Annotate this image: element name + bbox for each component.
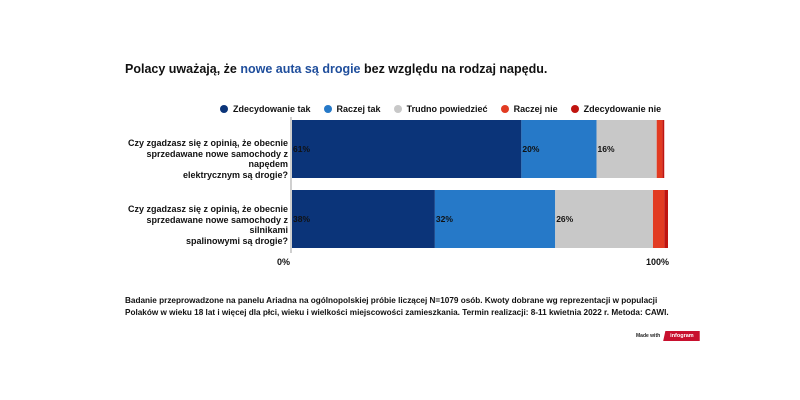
bar-segment[interactable] (664, 190, 668, 248)
category-label-line: sprzedawane nowe samochody z napędem (146, 148, 288, 170)
legend-label: Trudno powiedzieć (406, 104, 488, 114)
bar-segment[interactable] (521, 120, 597, 178)
made-with-label: Made with (636, 333, 661, 339)
legend-label: Raczej nie (513, 104, 558, 114)
bar-segment[interactable] (662, 120, 665, 178)
legend-item-zdecydowanie-nie[interactable]: Zdecydowanie nie (570, 104, 662, 114)
x-tick-0: 0% (277, 257, 291, 267)
legend-label: Raczej tak (336, 104, 381, 114)
bar-value-label: 38% (293, 214, 310, 224)
bar-segment[interactable] (555, 190, 653, 248)
bar-segment[interactable] (656, 120, 663, 178)
made-with-infogram-badge[interactable]: Made with infogram (636, 331, 700, 341)
bar-value-label: 32% (436, 214, 453, 224)
legend-swatch-icon (220, 105, 228, 113)
title-accent: nowe auta są drogie (240, 62, 361, 76)
bar-value-label: 61% (293, 144, 310, 154)
bar-segment[interactable] (292, 190, 435, 248)
bar-value-label: 26% (556, 214, 573, 224)
legend-swatch-icon (500, 105, 509, 113)
legend-item-zdecydowanie-tak[interactable]: Zdecydowanie tak (220, 104, 311, 114)
bar-segment[interactable] (652, 190, 665, 248)
category-label-line: sprzedawane nowe samochody z silnikami (146, 214, 288, 236)
bar-value-label: 16% (598, 144, 615, 154)
category-label-electric: Czy zgadzasz się z opinią, że obecnie sp… (120, 138, 288, 180)
category-label-line: Czy zgadzasz się z opinią, że obecnie (127, 204, 288, 214)
bars-group: 61% 20% 16% 38% 32% 26% (292, 120, 668, 248)
legend: Zdecydowanie tak Raczej tak Trudno powie… (220, 103, 674, 115)
chart-title: Polacy uważają, że nowe auta są drogie b… (125, 62, 547, 76)
legend-label: Zdecydowanie tak (233, 104, 311, 114)
legend-label: Zdecydowanie nie (583, 104, 662, 114)
category-label-line: elektrycznym są drogie? (182, 169, 288, 180)
title-part-2: bez względu na rodzaj napędu. (360, 62, 548, 76)
bar-value-label: 20% (522, 144, 539, 154)
bar-segment[interactable] (434, 190, 556, 248)
legend-swatch-icon (323, 105, 332, 113)
category-label-combustion: Czy zgadzasz się z opinią, że obecnie sp… (120, 204, 288, 246)
category-label-line: Czy zgadzasz się z opinią, że obecnie (127, 138, 288, 148)
legend-item-raczej-tak[interactable]: Raczej tak (323, 104, 381, 114)
infogram-logo: infogram (663, 331, 700, 341)
x-tick-100: 100% (646, 257, 670, 267)
legend-swatch-icon (570, 105, 579, 113)
legend-swatch-icon (393, 105, 402, 113)
legend-item-trudno-powiedziec[interactable]: Trudno powiedzieć (393, 104, 488, 114)
title-part-1: Polacy uważają, że (125, 62, 241, 76)
category-label-line: spalinowymi są drogie? (185, 235, 288, 246)
bar-segment[interactable] (596, 120, 657, 178)
footnote: Badanie przeprowadzone na panelu Ariadna… (125, 296, 669, 317)
bar-segment[interactable] (292, 120, 522, 178)
legend-item-raczej-nie[interactable]: Raczej nie (500, 104, 558, 114)
